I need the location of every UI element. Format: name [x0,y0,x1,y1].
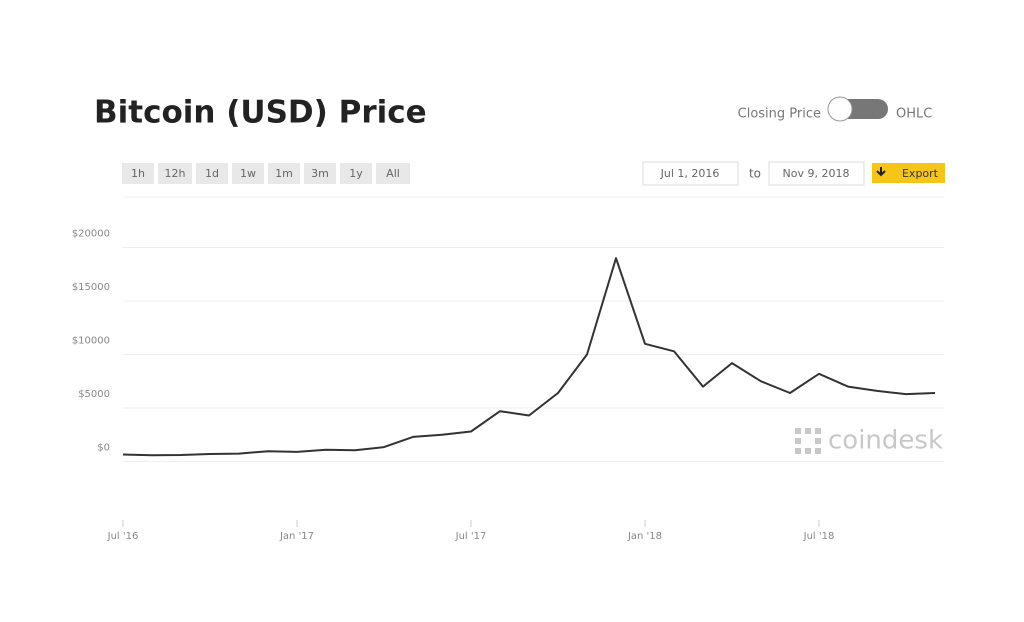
export-icon [876,167,886,177]
x-tick-label: Jul '17 [455,531,487,542]
range-button-bg [268,163,300,184]
x-tick-label: Jan '17 [279,531,314,542]
toggle[interactable] [827,96,888,122]
export-bg [872,163,945,183]
range-button[interactable]: 12h [158,163,192,184]
toggle-right-label: OHLC [896,107,932,122]
range-button-text: 1y [349,167,363,180]
range-button-text: 3m [311,167,329,180]
range-button-text: 1w [240,167,256,180]
toggle-left-label: Closing Price [738,107,821,122]
range-button-text: 1d [205,167,219,180]
date-from-text: Jul 1, 2016 [660,167,720,180]
range-buttons: 1h 12h 1d 1w 1m 3m 1y All [122,163,410,184]
input-box [768,161,865,186]
range-button-bg [158,163,192,184]
watermark: coindesk [795,426,943,456]
range-button-text: 1m [275,167,293,180]
export-text: Export [902,167,939,180]
date-to-text: Nov 9, 2018 [783,167,850,180]
range-button-bg [376,163,410,184]
y-tick-label: $20000 [72,229,110,240]
range-button-text: All [386,167,400,180]
range-button[interactable]: 1h [122,163,154,184]
date-from[interactable]: Jul 1, 2016 [642,161,739,186]
y-tick-label: $15000 [72,282,110,293]
range-button-bg [196,163,228,184]
chart-title: Bitcoin (USD) Price [94,95,427,131]
y-tick-label: $10000 [72,336,110,347]
range-button[interactable]: 1d [196,163,228,184]
range-button[interactable]: 1w [232,163,264,184]
watermark-text: coindesk [828,426,943,456]
range-button-text: 1h [131,167,145,180]
watermark-icon [795,428,821,454]
date-to[interactable]: Nov 9, 2018 [768,161,865,186]
plot [122,257,936,457]
x-tick-label: Jul '16 [107,531,139,542]
y-tick-label: $0 [97,443,110,454]
range-button-bg [340,163,372,184]
price-line [122,257,936,457]
range-button-text: 12h [165,167,186,180]
range-button-bg [304,163,336,184]
x-tick-label: Jul '18 [803,531,835,542]
grid: $0 $5000 $10000 $15000 $20000 Jul '16 Jan '17 J… [72,229,944,542]
range-button[interactable]: 3m [304,163,336,184]
input-box [642,161,739,186]
to-label: to [749,167,761,181]
range-button[interactable]: 1m [268,163,300,184]
range-button[interactable]: All [376,163,410,184]
toggle-knob [827,96,853,122]
range-button[interactable]: 1y [340,163,372,184]
x-tick-label: Jan '18 [627,531,662,542]
export-button[interactable]: Export [872,163,945,183]
y-tick-label: $5000 [78,389,110,400]
range-button-bg [232,163,264,184]
range-button-bg [122,163,154,184]
